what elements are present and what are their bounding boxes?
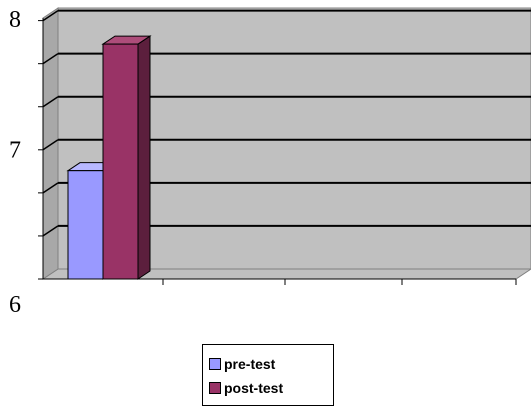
y-tick-label: 6	[9, 292, 21, 318]
legend-item-pre-test: pre-test	[209, 354, 275, 374]
legend-swatch-post-test	[209, 382, 221, 394]
y-tick-label: 8	[9, 7, 21, 33]
legend-swatch-pre-test	[209, 358, 221, 370]
legend-item-post-test: post-test	[209, 378, 283, 398]
bars	[66, 35, 152, 280]
y-tick-label: 7	[9, 138, 21, 164]
bar-front	[102, 43, 139, 280]
bar-front	[67, 170, 104, 280]
gridline-side	[42, 225, 59, 237]
gridline-side	[42, 96, 59, 108]
bar-side	[137, 35, 151, 280]
chart-walls	[41, 7, 531, 280]
gridline-side	[42, 139, 59, 151]
side-wall	[42, 7, 59, 280]
gridline-side	[42, 182, 59, 194]
y-tick-labels: 6 7 8	[9, 7, 21, 318]
legend: pre-test post-test	[202, 344, 334, 406]
bar-post-test	[101, 35, 152, 280]
gridline-side	[42, 9, 59, 22]
legend-label-post-test: post-test	[224, 380, 284, 396]
legend-label-pre-test: pre-test	[224, 356, 276, 372]
gridline-side	[42, 53, 59, 65]
